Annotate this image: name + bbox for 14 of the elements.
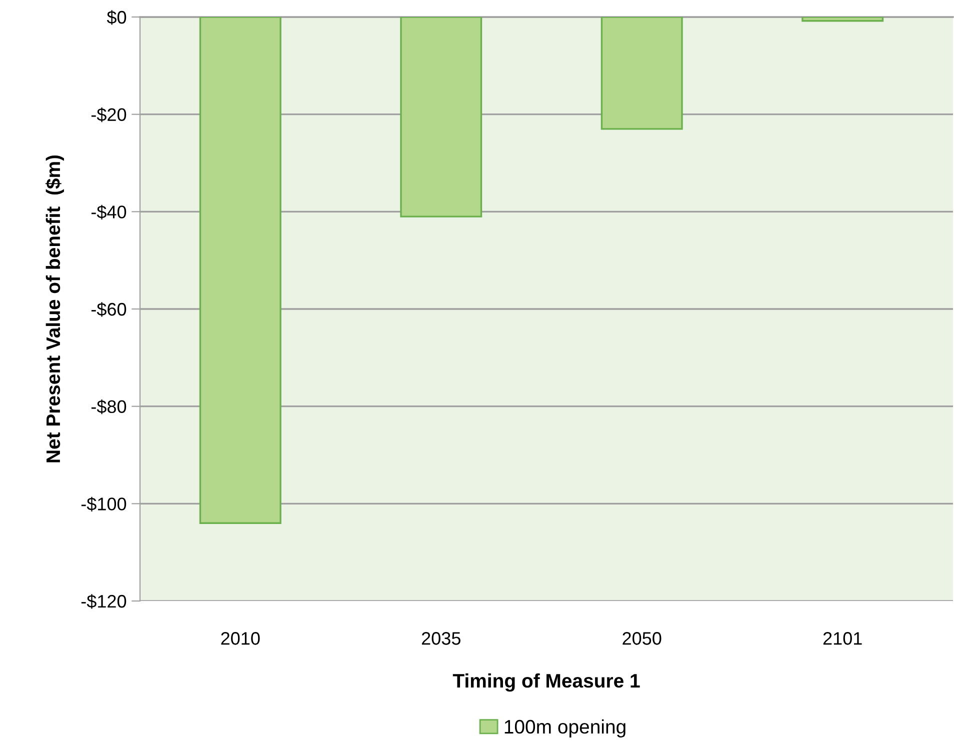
y-tick-label: -$40 (91, 204, 126, 220)
x-tick-label: 2050 (622, 632, 662, 645)
x-tick-label: 2010 (221, 632, 260, 645)
x-tick-label: 2035 (422, 632, 460, 645)
y-tick-label: -$20 (91, 108, 126, 122)
legend-label: 100m opening (504, 719, 626, 738)
y-tick-label: -$80 (91, 400, 126, 414)
y-tick-label: -$100 (81, 496, 126, 512)
y-tick-label: $0 (106, 10, 126, 25)
y-axis-title: Net Present Value of benefit ($m) (46, 155, 64, 462)
y-tick-label: -$120 (81, 594, 126, 609)
x-tick-label: 2101 (823, 632, 862, 645)
y-tick-label: -$60 (91, 302, 126, 317)
x-axis-title: Timing of Measure 1 (452, 673, 640, 692)
